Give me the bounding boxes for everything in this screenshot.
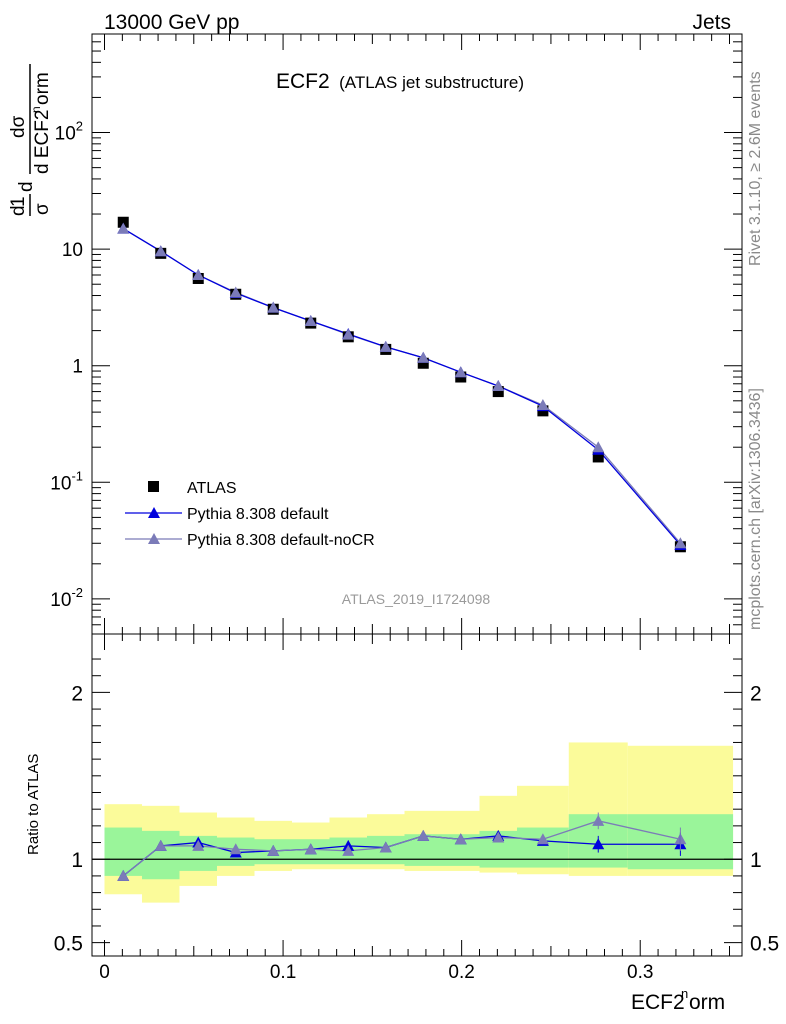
atlas-data-point [492, 386, 504, 398]
ratio-band-inner [104, 827, 142, 876]
atlas-data-point [592, 451, 604, 463]
ratio-nocr-line [122, 820, 681, 877]
ratio-nocr-marker [192, 839, 205, 851]
nocr-marker [417, 351, 430, 363]
nocr-marker [304, 314, 317, 326]
rivet-version-label: Rivet 3.1.10, ≥ 2.6M events [747, 71, 764, 266]
ratio-y-tick-label-right: 2 [750, 682, 762, 705]
ratio-nocr-marker [304, 843, 317, 855]
ratio-y-tick-label: 2 [71, 682, 83, 705]
legend-marker-default [148, 507, 160, 518]
nocr-marker [229, 286, 242, 298]
ratio-nocr-marker [417, 829, 430, 841]
x-tick-label: 0.3 [627, 962, 653, 983]
y-tick-label: 10-2 [50, 585, 83, 611]
nocr-marker [342, 328, 355, 340]
ratio-y-tick-label: 0.5 [54, 933, 83, 956]
ratio-y-tick-label-right: 0.5 [750, 933, 779, 956]
x-tick-label: 0.1 [270, 962, 296, 983]
ratio-y-tick-label: 1 [71, 849, 83, 872]
ratio-uncertainty-bands [104, 742, 734, 903]
legend-marker-atlas [148, 481, 159, 492]
x-tick-label: 0 [99, 962, 110, 983]
header-process-label: Jets [692, 11, 731, 34]
x-axis-label: ECF2 n orm [631, 986, 725, 1014]
atlas-data-point [417, 357, 429, 369]
mcplots-label: mcplots.cern.ch [arXiv:1306.3436] [747, 388, 764, 630]
ylabel-superscript-n: n [29, 106, 43, 113]
header-energy-label: 13000 GeV pp [104, 11, 239, 34]
y-tick-base: 10 [50, 590, 71, 611]
ratio-nocr-marker [492, 831, 505, 843]
ylabel-dsigma: dσ [8, 115, 29, 138]
legend-label-default: Pythia 8.308 default [187, 506, 329, 523]
ratio-nocr-marker [267, 844, 280, 856]
nocr-marker [379, 340, 392, 352]
xlabel-superscript-n: n [681, 986, 688, 1001]
ylabel-d-small: d [16, 181, 37, 192]
ratio-nocr-marker [117, 869, 130, 881]
y-tick-label: 10 [62, 240, 83, 261]
ratio-band-inner [142, 830, 180, 880]
nocr-marker [154, 245, 167, 257]
nocr-marker [592, 441, 605, 453]
xlabel-ecf2: ECF2 [631, 991, 685, 1014]
legend: ATLAS Pythia 8.308 default Pythia 8.308 … [125, 480, 375, 549]
ratio-nocr-marker [536, 833, 549, 845]
ratio-y-tick-label-right: 1 [750, 849, 762, 872]
nocr-marker [454, 366, 467, 378]
nocr-marker [492, 379, 505, 391]
y-tick-exponent: 2 [76, 119, 83, 134]
nocr-marker [267, 301, 280, 313]
ratio-plot-axes: 0.5 0.5 1 1 2 2 0 0.1 0.2 0.3 [54, 633, 779, 983]
legend-label-nocr: Pythia 8.308 default-noCR [187, 532, 375, 549]
ratio-plot-series [117, 812, 687, 881]
y-tick-exponent: -1 [71, 468, 83, 483]
plot-title-sub: (ATLAS jet substructure) [339, 73, 524, 92]
y-tick-base: 10 [55, 124, 76, 145]
ratio-nocr-marker [454, 833, 467, 845]
ylabel-orm: orm [32, 72, 53, 105]
ylabel-one: 1 [8, 196, 29, 207]
ratio-plot-frame [91, 633, 743, 957]
default-line [122, 228, 681, 546]
ratio-nocr-marker [154, 839, 167, 851]
ylabel-ecf2norm: d ECF2 [32, 110, 53, 174]
analysis-tag: ATLAS_2019_I1724098 [342, 591, 491, 607]
ratio-nocr-marker [379, 841, 392, 853]
ratio-nocr-marker [342, 844, 355, 856]
y-tick-exponent: -2 [71, 585, 83, 600]
main-y-axis-label: d 1 σ d dσ d ECF2 n orm [8, 64, 53, 216]
nocr-marker [536, 399, 549, 411]
y-tick-label: 10-1 [50, 468, 83, 494]
y-tick-label: 1 [72, 357, 83, 378]
ylabel-d-numerator: d [8, 205, 29, 216]
nocr-marker [117, 222, 130, 234]
ratio-y-axis-label: Ratio to ATLAS [25, 754, 42, 855]
x-tick-label: 0.2 [448, 962, 474, 983]
y-tick-base: 10 [50, 473, 71, 494]
ratio-nocr-marker [229, 843, 242, 855]
ylabel-sigma: σ [32, 203, 53, 215]
main-plot-series [117, 216, 687, 553]
nocr-marker [192, 268, 205, 280]
legend-label-atlas: ATLAS [187, 480, 237, 497]
y-tick-label: 102 [55, 119, 83, 145]
nocr-marker [674, 537, 687, 549]
ratio-default-line [122, 835, 681, 877]
atlas-data-point [117, 216, 129, 228]
plot-title: ECF2 (ATLAS jet substructure) [276, 70, 524, 93]
plot-title-main: ECF2 [276, 70, 330, 93]
legend-marker-nocr [148, 533, 160, 544]
xlabel-orm: orm [689, 991, 725, 1014]
